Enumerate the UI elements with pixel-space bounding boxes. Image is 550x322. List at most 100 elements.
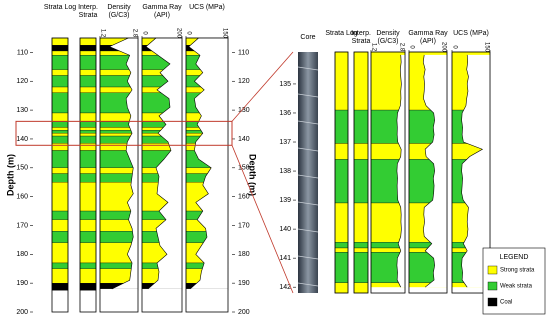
- legend-swatch: [487, 265, 498, 275]
- stratum: [353, 242, 369, 249]
- y-tick-label: 170: [16, 222, 28, 229]
- stratum: [51, 283, 69, 291]
- legend-label: Weak strata: [500, 284, 533, 290]
- y-tick-label: 136: [279, 110, 291, 117]
- stratum: [51, 37, 69, 46]
- stratum: [79, 182, 97, 212]
- track-frame: [185, 37, 229, 313]
- stratum: [51, 112, 69, 122]
- x-tick-label: 200: [175, 28, 181, 39]
- track-title: Strata Log: [43, 4, 77, 11]
- stratum: [51, 150, 69, 168]
- stratum: [334, 202, 349, 243]
- y-tick-label: 120: [16, 78, 28, 85]
- track-frame: [141, 37, 183, 313]
- track-frame: [353, 51, 369, 294]
- curve-mask: [186, 288, 228, 312]
- stratum: [51, 210, 69, 220]
- stratum: [79, 75, 97, 88]
- curve-line: [188, 37, 212, 290]
- stratum: [79, 130, 97, 134]
- stratum: [370, 51, 406, 111]
- stratum: [353, 202, 369, 243]
- stratum: [353, 282, 369, 294]
- stratum: [51, 182, 69, 212]
- x-tick-label: 1.2: [370, 43, 376, 52]
- track-title: UCS (MPa): [453, 30, 489, 37]
- curve-mask: [409, 287, 447, 293]
- core-fracture: [297, 201, 319, 206]
- stratum: [51, 268, 69, 284]
- y-tick-label: 150: [16, 165, 28, 172]
- stratum: [51, 231, 69, 243]
- stratum: [79, 242, 97, 264]
- stratum: [353, 143, 369, 160]
- stratum: [79, 283, 97, 291]
- stratum: [51, 127, 69, 131]
- zoom-box: [15, 120, 233, 146]
- x-tick-label: 0: [451, 45, 457, 49]
- stratum: [79, 92, 97, 114]
- y-tick-label: 142: [279, 284, 291, 291]
- stratum: [51, 167, 69, 174]
- track-title: Density (G/C3): [376, 30, 400, 45]
- stratum: [353, 159, 369, 204]
- y-tick-label: 139: [279, 197, 291, 204]
- x-tick-label: 2.8: [398, 43, 404, 52]
- stratum: [79, 262, 97, 269]
- x-tick-label: 150: [221, 28, 227, 39]
- track-frame: [334, 51, 349, 294]
- curve-mask: [396, 52, 406, 293]
- y-tick-label: 140: [238, 136, 250, 143]
- y-tick-label: 180: [238, 251, 250, 258]
- stratum: [334, 51, 349, 111]
- stratum: [79, 45, 97, 52]
- y-tick-label: 137: [279, 139, 291, 146]
- stratum: [79, 55, 97, 70]
- curve-mask: [371, 287, 405, 293]
- core-image: [298, 52, 318, 293]
- curve-mask: [423, 52, 448, 293]
- stratum: [51, 75, 69, 88]
- track-title: Gamma Ray (API): [408, 30, 448, 45]
- track-frame: [408, 51, 448, 294]
- stratum: [334, 242, 349, 249]
- y-tick-label: 190: [238, 280, 250, 287]
- stratum: [51, 262, 69, 269]
- stratum: [353, 109, 369, 144]
- y-tick-label: 150: [238, 165, 250, 172]
- stratum: [51, 242, 69, 264]
- stratum: [51, 92, 69, 114]
- y-tick-label: 120: [238, 78, 250, 85]
- core-fracture: [297, 228, 319, 233]
- stratum: [334, 159, 349, 204]
- stratum: [51, 143, 69, 151]
- y-axis-label: Depth (m): [5, 154, 15, 196]
- y-tick-label: 110: [17, 49, 28, 56]
- curve-mask: [109, 38, 139, 312]
- track-title: UCS (MPa): [189, 4, 225, 11]
- stratum: [79, 69, 97, 76]
- stratum: [79, 268, 97, 284]
- stratum: [334, 143, 349, 160]
- stratum: [334, 252, 349, 283]
- track-title: Strata Log: [325, 30, 358, 37]
- core-fracture: [297, 282, 319, 287]
- stratum: [51, 133, 69, 137]
- y-tick-label: 170: [238, 222, 250, 229]
- stratum: [51, 173, 69, 183]
- y-tick-label: 160: [16, 193, 28, 200]
- stratum: [334, 282, 349, 294]
- core-fracture: [297, 147, 319, 152]
- core-fracture: [297, 174, 319, 179]
- legend-swatch: [487, 297, 498, 307]
- track-frame: [51, 37, 69, 313]
- track-frame: [451, 51, 491, 294]
- curve-mask: [452, 287, 490, 293]
- stratum: [353, 252, 369, 283]
- zoom-connector: [231, 145, 294, 294]
- track-title: Gamma Ray (API): [142, 4, 182, 19]
- stratum: [51, 130, 69, 134]
- legend-label: Strong strata: [500, 268, 535, 274]
